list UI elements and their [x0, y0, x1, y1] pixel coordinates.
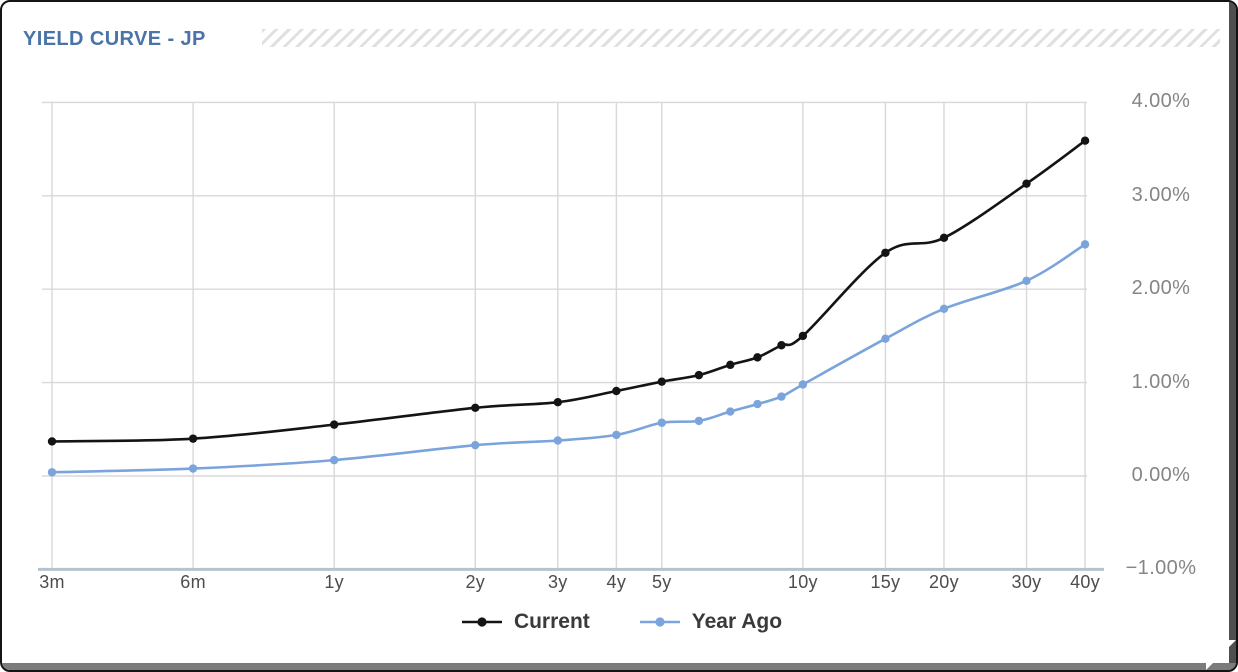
- data-point-current: [939, 233, 949, 243]
- data-point-year-ago: [777, 392, 786, 401]
- data-point-year-ago: [188, 464, 198, 473]
- data-point-current: [777, 341, 786, 350]
- data-point-year-ago: [612, 430, 621, 440]
- data-point-current: [657, 377, 666, 386]
- legend-label-current: Current: [513, 610, 590, 633]
- data-point-current: [1080, 136, 1090, 145]
- data-point-year-ago: [553, 436, 563, 445]
- data-point-year-ago: [939, 304, 949, 314]
- data-point-year-ago: [694, 416, 704, 426]
- page-title: YIELD CURVE - JP: [23, 28, 206, 50]
- series-line-current: [50, 139, 1087, 443]
- data-point-year-ago: [329, 455, 339, 465]
- data-point-current: [188, 434, 198, 443]
- data-point-current: [753, 353, 762, 362]
- data-point-year-ago: [798, 380, 808, 389]
- data-point-year-ago: [47, 468, 57, 477]
- legend-item-current[interactable]: Current: [460, 610, 590, 634]
- current-series-marker-icon: [461, 617, 502, 627]
- window-frame-right: [1229, 2, 1236, 670]
- title-hatch-decoration: [262, 29, 1220, 47]
- data-point-current: [694, 370, 704, 380]
- legend-item-year-ago[interactable]: Year Ago: [638, 610, 782, 634]
- legend-label-year-ago: Year Ago: [691, 610, 783, 633]
- data-point-current: [1022, 179, 1031, 188]
- data-point-current: [798, 331, 808, 341]
- data-point-year-ago: [657, 418, 666, 427]
- year-ago-series-marker-icon: [639, 617, 680, 627]
- data-point-current: [881, 248, 890, 257]
- data-point-current: [726, 360, 735, 370]
- data-point-current: [612, 386, 621, 396]
- data-point-year-ago: [1022, 276, 1031, 285]
- window-frame-bottom: [2, 663, 1236, 670]
- data-point-current: [47, 437, 57, 446]
- data-point-current: [553, 398, 563, 407]
- data-point-year-ago: [1080, 240, 1090, 249]
- data-point-year-ago: [471, 440, 480, 450]
- data-point-year-ago: [753, 399, 762, 409]
- data-point-current: [329, 420, 339, 429]
- legend: Current Year Ago: [2, 605, 1236, 639]
- data-point-year-ago: [881, 334, 890, 343]
- data-point-current: [471, 403, 480, 413]
- data-point-year-ago: [726, 407, 735, 416]
